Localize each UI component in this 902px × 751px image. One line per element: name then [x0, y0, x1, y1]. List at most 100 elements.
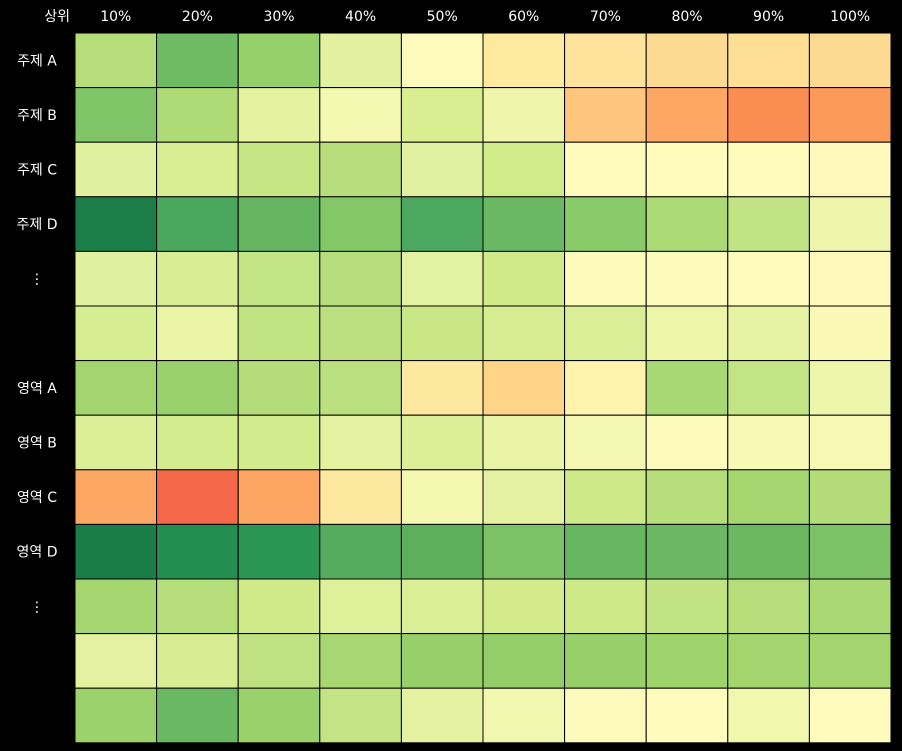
heatmap-cell — [727, 687, 810, 744]
heatmap-cell — [564, 633, 647, 689]
heatmap-cell — [808, 523, 892, 580]
heatmap-cell — [74, 196, 158, 252]
heatmap-cell — [156, 360, 239, 416]
heatmap-cell — [237, 578, 321, 635]
heatmap-cell — [156, 633, 239, 689]
heatmap-cell — [156, 469, 239, 525]
heatmap-cell — [727, 523, 810, 580]
heatmap-cell — [156, 687, 239, 744]
heatmap-cell — [564, 578, 647, 635]
row-label: 영역 C — [17, 490, 57, 506]
heatmap-cell — [400, 32, 484, 89]
heatmap-cell — [400, 305, 484, 362]
heatmap-cell — [482, 196, 566, 252]
heatmap-cell — [482, 414, 566, 471]
heatmap-cell — [237, 414, 321, 471]
row-label: 영역 D — [17, 545, 58, 561]
heatmap-cell — [808, 141, 892, 198]
heatmap-cell — [74, 250, 158, 307]
column-label: 30% — [263, 9, 294, 25]
heatmap-cell — [727, 87, 810, 143]
heatmap-cell — [564, 523, 647, 580]
heatmap-cell — [482, 633, 566, 689]
heatmap-cell — [400, 250, 484, 307]
heatmap-cell — [237, 469, 321, 525]
column-label: 100% — [830, 9, 870, 25]
heatmap-cell — [645, 578, 729, 635]
heatmap-cell — [237, 523, 321, 580]
row-label: ⋮ — [30, 272, 44, 288]
heatmap-cell — [808, 633, 892, 689]
heatmap-cell — [400, 687, 484, 744]
row-label: ⋮ — [30, 599, 44, 615]
column-label: 20% — [182, 9, 213, 25]
heatmap-cell — [482, 87, 566, 143]
heatmap-cell — [319, 360, 402, 416]
heatmap-cell — [400, 87, 484, 143]
heatmap-cell — [645, 523, 729, 580]
heatmap-cell — [645, 414, 729, 471]
heatmap-cell — [237, 305, 321, 362]
heatmap-cell — [74, 305, 158, 362]
heatmap-cell — [645, 360, 729, 416]
heatmap-cell — [319, 196, 402, 252]
heatmap-cell — [319, 87, 402, 143]
heatmap-cell — [400, 360, 484, 416]
heatmap-cell — [156, 523, 239, 580]
heatmap-cell — [74, 87, 158, 143]
heatmap-cell — [727, 32, 810, 89]
row-label: 주제 B — [17, 108, 57, 124]
row-label: 주제 A — [17, 53, 57, 69]
heatmap-cell — [727, 578, 810, 635]
heatmap-cell — [319, 523, 402, 580]
heatmap-cell — [156, 414, 239, 471]
heatmap-cell — [237, 32, 321, 89]
heatmap-cell — [319, 633, 402, 689]
heatmap-cell — [564, 196, 647, 252]
heatmap-cell — [319, 687, 402, 744]
column-label: 80% — [671, 9, 702, 25]
heatmap-cell — [645, 250, 729, 307]
row-label: 영역 B — [17, 436, 57, 452]
heatmap-cell — [482, 687, 566, 744]
heatmap-cell — [808, 469, 892, 525]
heatmap-cell — [727, 360, 810, 416]
heatmap-cell — [482, 141, 566, 198]
heatmap-cell — [237, 360, 321, 416]
heatmap-cell — [808, 578, 892, 635]
heatmap-cell — [156, 196, 239, 252]
heatmap-cell — [564, 360, 647, 416]
heatmap-cell — [319, 141, 402, 198]
heatmap-cell — [727, 196, 810, 252]
heatmap-cell — [808, 196, 892, 252]
heatmap-cell — [237, 196, 321, 252]
heatmap-cell — [319, 32, 402, 89]
heatmap-cell — [400, 414, 484, 471]
column-label: 90% — [753, 9, 784, 25]
heatmap-cell — [808, 360, 892, 416]
heatmap-cell — [645, 469, 729, 525]
heatmap-cell — [237, 633, 321, 689]
heatmap-cell — [237, 141, 321, 198]
heatmap-cell — [482, 469, 566, 525]
heatmap-cell — [156, 87, 239, 143]
heatmap-cell — [808, 414, 892, 471]
heatmap-cell — [74, 414, 158, 471]
heatmap-cell — [74, 523, 158, 580]
heatmap-cell — [400, 469, 484, 525]
row-label: 영역 A — [17, 381, 57, 397]
heatmap-cell — [645, 633, 729, 689]
heatmap-cell — [74, 360, 158, 416]
heatmap-cell — [319, 305, 402, 362]
heatmap-cell — [564, 32, 647, 89]
heatmap-cell — [564, 87, 647, 143]
heatmap-cell — [156, 141, 239, 198]
heatmap-cell — [156, 578, 239, 635]
heatmap-cell — [400, 141, 484, 198]
heatmap-cell — [74, 578, 158, 635]
heatmap-cell — [808, 87, 892, 143]
heatmap-cell — [74, 687, 158, 744]
heatmap-cell — [564, 141, 647, 198]
heatmap-cell — [482, 523, 566, 580]
heatmap-cell — [482, 305, 566, 362]
